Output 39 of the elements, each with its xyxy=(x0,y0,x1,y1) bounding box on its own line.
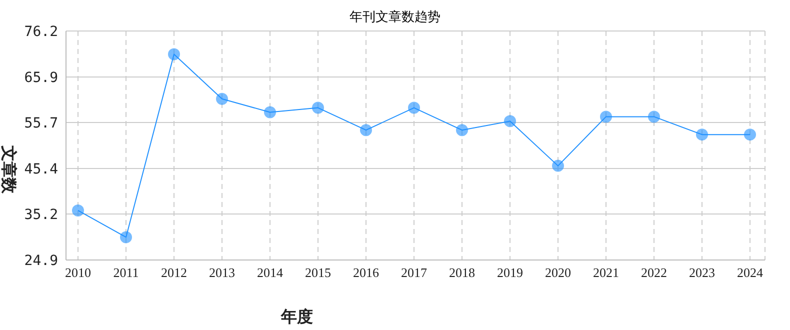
x-tick-label: 2017 xyxy=(401,265,428,280)
x-tick-label: 2011 xyxy=(113,265,139,280)
point xyxy=(456,124,468,136)
x-tick-label: 2010 xyxy=(65,265,91,280)
y-tick-label: 24.9 xyxy=(24,252,58,269)
x-tick-label: 2024 xyxy=(737,265,764,280)
y-tick-label: 45.4 xyxy=(24,161,58,178)
x-tick-label: 2012 xyxy=(161,265,187,280)
y-tick-label: 55.7 xyxy=(24,115,58,132)
point xyxy=(504,115,516,128)
x-tick-label: 2019 xyxy=(497,265,523,280)
x-axis-title: 年度 xyxy=(280,307,313,326)
y-axis-title: 文章数 xyxy=(0,144,18,194)
point xyxy=(552,160,564,172)
point xyxy=(264,106,276,118)
point xyxy=(360,124,372,136)
y-tick-label: 65.9 xyxy=(24,70,58,86)
x-tick-label: 2021 xyxy=(593,265,619,280)
y-tick-label: 76.2 xyxy=(24,24,58,40)
x-tick-label: 2018 xyxy=(449,265,475,280)
x-tick-label: 2023 xyxy=(689,265,715,280)
point xyxy=(648,110,660,123)
x-tick-label: 2016 xyxy=(353,265,380,280)
x-tick-label: 2014 xyxy=(257,265,284,280)
x-tick-label: 2022 xyxy=(641,265,667,280)
point xyxy=(216,92,228,105)
point xyxy=(168,48,180,60)
point xyxy=(600,110,612,123)
point xyxy=(408,102,420,114)
y-tick-label: 35.2 xyxy=(24,206,58,223)
point xyxy=(744,128,756,141)
point xyxy=(312,102,324,114)
chart-title: 年刊文章数趋势 xyxy=(350,9,440,24)
point xyxy=(120,231,132,244)
x-tick-label: 2015 xyxy=(305,265,331,280)
x-tick-label: 2020 xyxy=(545,265,571,280)
x-tick-label: 2013 xyxy=(209,265,235,280)
point xyxy=(696,128,708,141)
point xyxy=(72,204,84,216)
